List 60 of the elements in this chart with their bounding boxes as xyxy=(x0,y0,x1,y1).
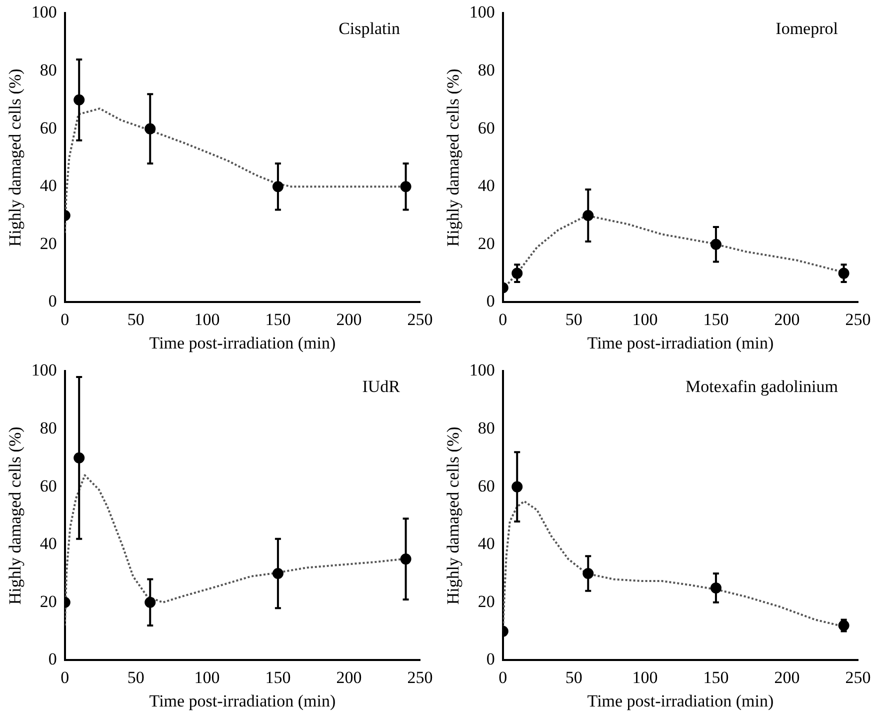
chart-title: Iomeprol xyxy=(776,19,838,38)
chart-title: IUdR xyxy=(362,377,401,396)
x-tick-label: 50 xyxy=(127,310,144,329)
x-axis-title: Time post-irradiation (min) xyxy=(149,691,336,710)
x-tick-label: 150 xyxy=(703,310,729,329)
y-tick-label: 60 xyxy=(40,118,57,138)
x-tick-label: 200 xyxy=(774,310,800,329)
x-tick-label: 100 xyxy=(632,310,658,329)
x-tick-label: 0 xyxy=(60,310,70,329)
y-tick-label: 40 xyxy=(40,534,57,554)
x-tick-label: 100 xyxy=(194,668,220,687)
chart-title: Motexafin gadolinium xyxy=(685,377,838,396)
x-tick-label: 100 xyxy=(194,310,220,329)
y-tick-label: 0 xyxy=(486,650,495,669)
x-tick-label: 250 xyxy=(845,310,871,329)
x-tick-label: 0 xyxy=(60,668,70,687)
y-axis-title: Highly damaged cells (%) xyxy=(6,68,25,247)
y-tick-label: 100 xyxy=(31,2,57,22)
x-tick-label: 0 xyxy=(498,668,508,687)
x-tick-label: 150 xyxy=(265,310,291,329)
x-tick-label: 150 xyxy=(703,668,729,687)
x-axis-title: Time post-irradiation (min) xyxy=(587,333,774,352)
y-tick-label: 80 xyxy=(478,418,495,438)
y-axis-title: Highly damaged cells (%) xyxy=(444,426,463,605)
y-tick-label: 20 xyxy=(40,592,57,611)
y-tick-label: 0 xyxy=(48,292,57,311)
x-tick-label: 200 xyxy=(774,668,800,687)
x-tick-label: 200 xyxy=(336,310,362,329)
y-tick-label: 40 xyxy=(478,176,495,196)
y-tick-label: 40 xyxy=(478,534,495,554)
x-tick-label: 50 xyxy=(127,668,144,687)
x-tick-label: 50 xyxy=(565,310,582,329)
y-tick-label: 100 xyxy=(31,360,57,380)
y-tick-label: 40 xyxy=(40,176,57,196)
y-tick-label: 80 xyxy=(40,418,57,438)
y-tick-label: 80 xyxy=(40,60,57,80)
y-axis-title: Highly damaged cells (%) xyxy=(6,426,25,605)
y-tick-label: 60 xyxy=(478,118,495,138)
x-tick-label: 250 xyxy=(845,668,871,687)
x-tick-label: 250 xyxy=(407,668,433,687)
x-tick-label: 50 xyxy=(565,668,582,687)
x-tick-label: 150 xyxy=(265,668,291,687)
y-tick-label: 20 xyxy=(478,234,495,253)
y-axis-title: Highly damaged cells (%) xyxy=(444,68,463,247)
y-tick-label: 20 xyxy=(478,592,495,611)
x-axis-title: Time post-irradiation (min) xyxy=(149,333,336,352)
y-tick-label: 100 xyxy=(469,360,495,380)
y-tick-label: 60 xyxy=(40,476,57,496)
x-tick-label: 0 xyxy=(498,310,508,329)
chart-title: Cisplatin xyxy=(338,19,400,38)
x-tick-label: 200 xyxy=(336,668,362,687)
y-tick-label: 0 xyxy=(48,650,57,669)
y-tick-label: 0 xyxy=(486,292,495,311)
y-tick-label: 60 xyxy=(478,476,495,496)
y-tick-label: 20 xyxy=(40,234,57,253)
x-tick-label: 100 xyxy=(632,668,658,687)
x-axis-title: Time post-irradiation (min) xyxy=(587,691,774,710)
y-tick-label: 100 xyxy=(469,2,495,22)
x-tick-label: 250 xyxy=(407,310,433,329)
y-tick-label: 80 xyxy=(478,60,495,80)
